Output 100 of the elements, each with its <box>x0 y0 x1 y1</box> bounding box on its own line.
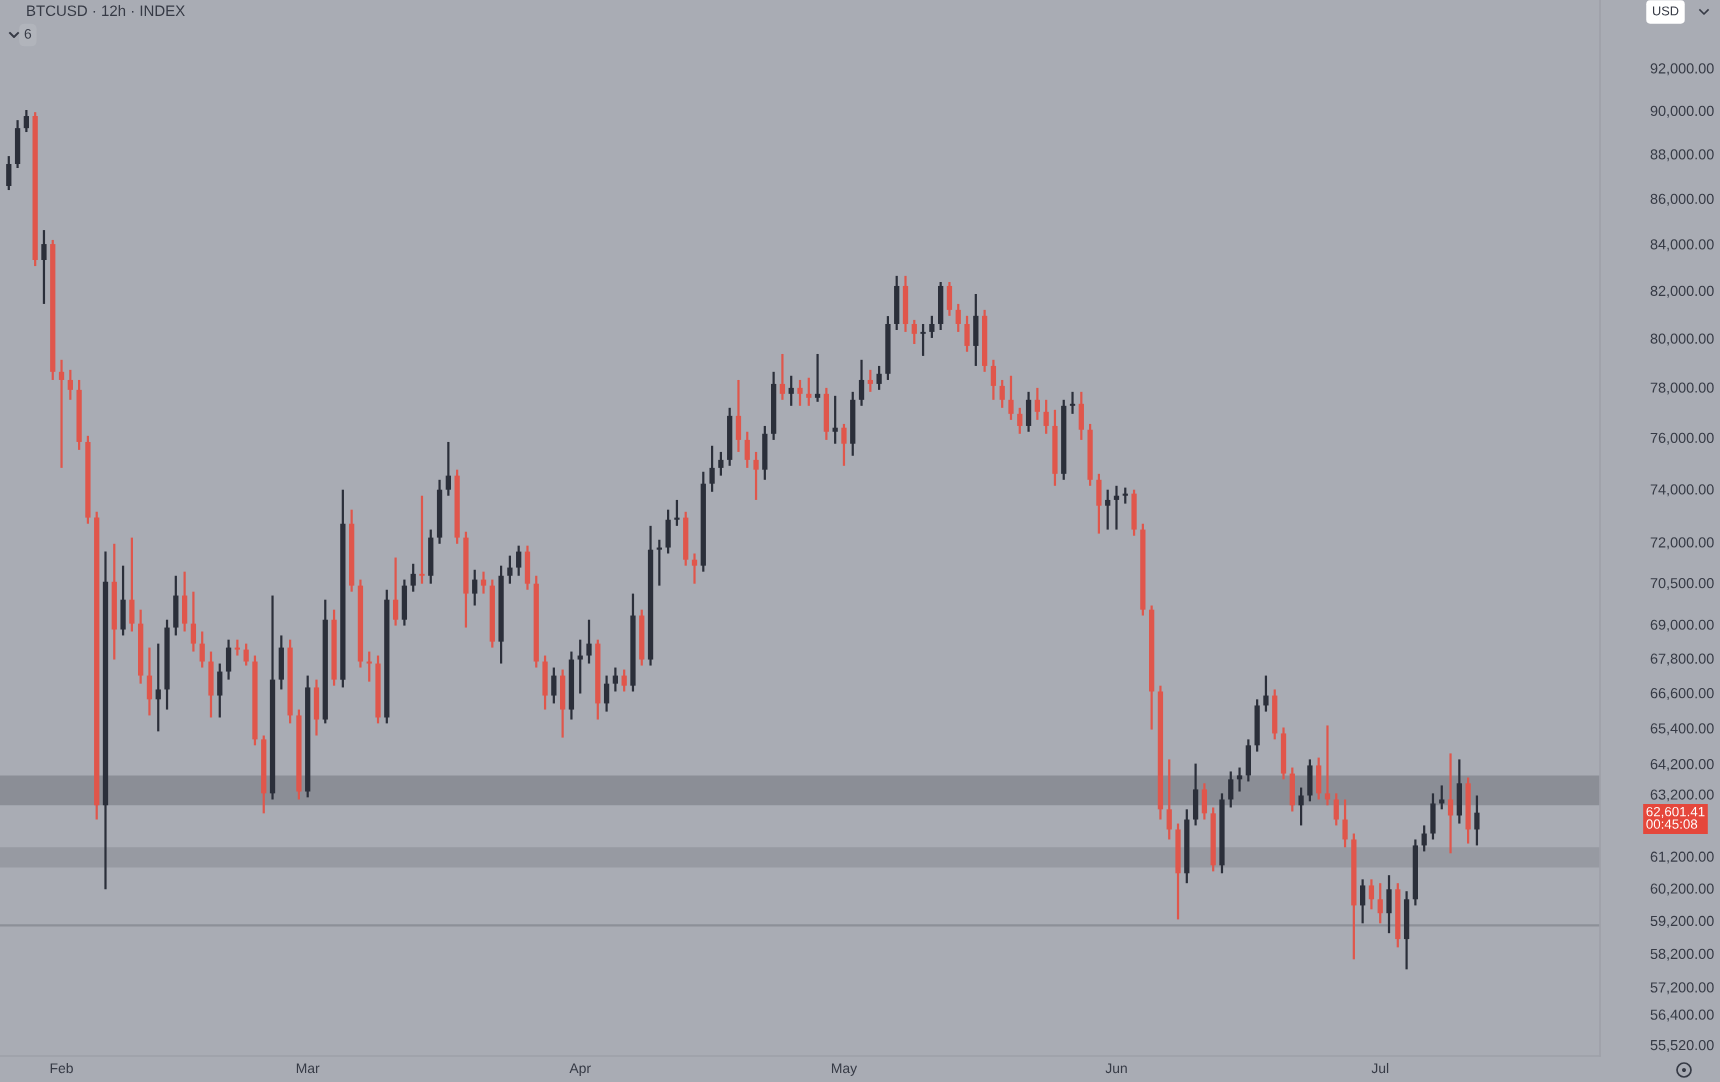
candlestick <box>173 574 179 637</box>
candlestick <box>480 570 487 595</box>
candlestick <box>1113 484 1120 531</box>
candlestick <box>902 274 909 334</box>
candlestick <box>1228 770 1234 809</box>
candlestick <box>973 292 979 368</box>
candlestick <box>6 154 12 192</box>
candlestick <box>1474 794 1480 847</box>
candlestick <box>1254 698 1260 753</box>
candlestick <box>129 536 135 633</box>
candlestick <box>612 666 619 693</box>
candlestick <box>656 538 662 587</box>
candlestick <box>146 646 153 717</box>
candlestick <box>876 364 882 391</box>
candlestick <box>999 378 1005 409</box>
candlestick <box>938 280 944 332</box>
candlestick <box>1245 738 1251 783</box>
candlestick <box>1316 756 1322 801</box>
candlestick <box>1078 390 1084 442</box>
candlestick <box>1052 408 1058 487</box>
candlestick <box>190 590 197 653</box>
candlestick <box>1096 472 1102 535</box>
candlestick <box>472 568 478 607</box>
candlestick <box>1166 758 1172 841</box>
candlestick <box>718 450 724 477</box>
candlestick <box>1280 726 1287 781</box>
candlestick <box>1333 792 1339 827</box>
candlestick <box>779 352 786 401</box>
candlestick <box>208 650 214 719</box>
candlestick <box>621 668 627 693</box>
candlestick <box>850 390 856 457</box>
candlestick <box>691 552 698 585</box>
candlestick <box>823 386 830 442</box>
candlestick <box>199 630 205 669</box>
candlestick <box>313 678 320 737</box>
candlestick <box>1263 674 1269 713</box>
candlestick <box>410 562 416 593</box>
candlestick <box>1377 882 1383 925</box>
candlestick <box>243 642 249 667</box>
candlestick <box>990 358 997 401</box>
candlestick <box>1403 890 1410 971</box>
candlestick <box>217 662 223 719</box>
candlestick <box>1017 406 1023 435</box>
candlestick <box>753 450 759 502</box>
candlestick <box>516 544 522 577</box>
candlestick <box>1360 878 1366 925</box>
candlestick <box>955 302 961 334</box>
candlestick <box>560 668 566 739</box>
candlestick <box>1236 766 1243 793</box>
candlestick <box>1298 786 1304 827</box>
candlestick <box>1307 758 1313 803</box>
candlestick <box>111 542 117 661</box>
candlestick <box>858 358 865 407</box>
candlestick <box>1324 724 1331 807</box>
candlestick <box>929 314 935 340</box>
candlestick <box>225 638 232 681</box>
candlestick <box>920 322 926 358</box>
candlestick <box>744 430 750 469</box>
candlestick <box>727 406 733 467</box>
candlestick <box>58 358 65 469</box>
candlestick <box>894 274 900 332</box>
candlestick <box>278 634 284 691</box>
candlestick <box>1069 390 1076 415</box>
candlestick <box>735 378 742 454</box>
candlestick <box>674 498 680 527</box>
candlestick <box>1289 766 1295 813</box>
candlestick <box>665 508 671 555</box>
candlestick <box>762 424 768 481</box>
candlestick <box>551 666 557 705</box>
candlestick <box>964 314 970 353</box>
candlestick <box>806 376 812 407</box>
candlestick <box>401 578 408 627</box>
candlestick <box>1105 488 1111 531</box>
candlestick <box>867 368 873 393</box>
candlestick <box>788 374 794 407</box>
candlestick <box>1430 792 1436 841</box>
candlestick <box>1025 390 1032 433</box>
candlestick <box>155 642 161 733</box>
candlestick <box>832 394 838 445</box>
candlestick <box>1439 784 1445 811</box>
candlestick <box>1465 776 1471 845</box>
candlestick <box>586 618 592 665</box>
candlestick <box>23 108 30 134</box>
candlestick <box>41 228 47 306</box>
candlestick <box>1131 488 1137 537</box>
candlestick <box>445 440 451 497</box>
candlestick <box>1272 688 1278 741</box>
candlestick <box>603 674 610 713</box>
candlestick <box>419 494 425 585</box>
candlestick <box>709 444 715 493</box>
candlestick <box>1368 878 1375 911</box>
candlestick <box>181 570 188 633</box>
candlestick <box>1175 822 1181 921</box>
candlestick <box>683 510 689 567</box>
candlestick <box>1342 798 1348 849</box>
candlestick <box>946 280 953 317</box>
candlestick <box>392 556 399 627</box>
candlestick <box>1043 398 1049 435</box>
candlestick <box>911 318 917 346</box>
candlestick <box>1008 374 1014 421</box>
